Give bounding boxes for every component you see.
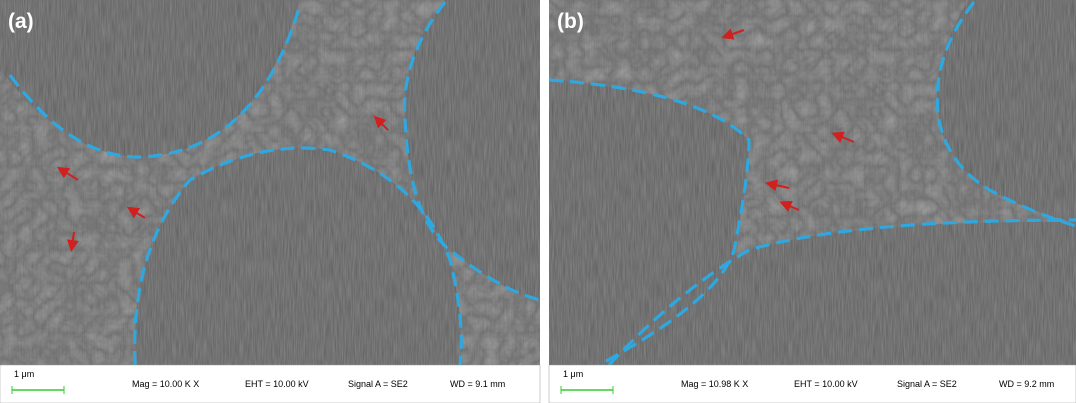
signal: Signal A = SE2	[897, 379, 957, 389]
wd: WD = 9.1 mm	[450, 379, 505, 389]
signal: Signal A = SE2	[348, 379, 408, 389]
mag: Mag = 10.00 K X	[132, 379, 199, 389]
scale-text: 1 μm	[14, 369, 34, 379]
figure: (a) 1 μm Mag = 10.00 K X EHT = 10.00 kV Sign…	[0, 0, 1076, 403]
eht: EHT = 10.00 kV	[245, 379, 309, 389]
scale-text: 1 μm	[563, 369, 583, 379]
wd: WD = 9.2 mm	[999, 379, 1054, 389]
panel: (b) 1 μm Mag = 10.98 K X EHT = 10.00 kV Sign…	[549, 0, 1076, 403]
panel-label: (a)	[8, 10, 34, 33]
panel-label: (b)	[557, 10, 584, 33]
eht: EHT = 10.00 kV	[794, 379, 858, 389]
panel: (a) 1 μm Mag = 10.00 K X EHT = 10.00 kV Sign…	[0, 0, 540, 403]
mag: Mag = 10.98 K X	[681, 379, 748, 389]
